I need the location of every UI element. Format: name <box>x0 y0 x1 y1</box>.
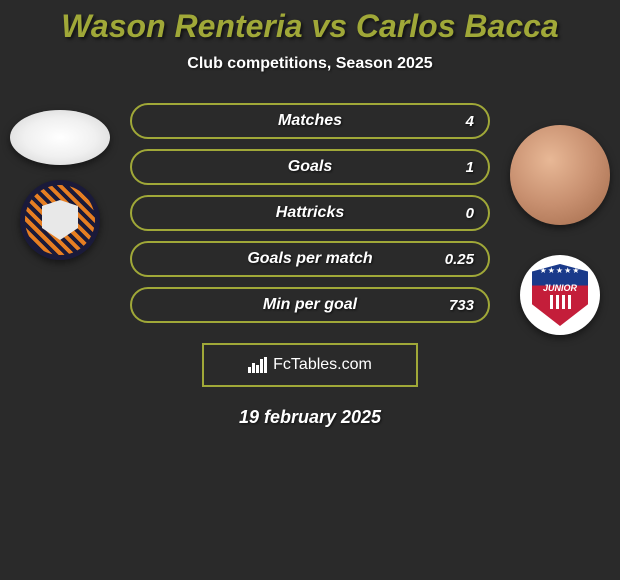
stat-row-min-per-goal: Min per goal 733 <box>130 287 490 323</box>
stat-right-value: 1 <box>434 159 474 176</box>
stats-area: Matches 4 Goals 1 Hattricks 0 Goals per … <box>0 103 620 323</box>
date-text: 19 february 2025 <box>0 407 620 428</box>
watermark-text: FcTables.com <box>273 356 372 374</box>
chart-icon <box>248 357 267 373</box>
stat-label: Hattricks <box>276 204 344 222</box>
stat-right-value: 733 <box>434 297 474 314</box>
stat-label: Matches <box>278 112 342 130</box>
main-container: Wason Renteria vs Carlos Bacca Club comp… <box>0 0 620 428</box>
stat-label: Min per goal <box>263 296 357 314</box>
stat-row-goals-per-match: Goals per match 0.25 <box>130 241 490 277</box>
subtitle: Club competitions, Season 2025 <box>0 55 620 73</box>
stat-row-goals: Goals 1 <box>130 149 490 185</box>
stat-row-matches: Matches 4 <box>130 103 490 139</box>
stat-right-value: 4 <box>434 113 474 130</box>
stat-row-hattricks: Hattricks 0 <box>130 195 490 231</box>
page-title: Wason Renteria vs Carlos Bacca <box>0 8 620 45</box>
stat-right-value: 0 <box>434 205 474 222</box>
watermark-box: FcTables.com <box>202 343 418 387</box>
stat-label: Goals <box>288 158 332 176</box>
stat-right-value: 0.25 <box>434 251 474 268</box>
stat-label: Goals per match <box>247 250 372 268</box>
